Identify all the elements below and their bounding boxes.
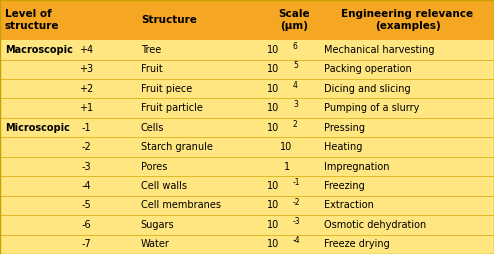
Text: -7: -7 [82, 239, 91, 249]
Bar [0, 137, 494, 157]
Text: Packing operation: Packing operation [324, 64, 412, 74]
Text: 1: 1 [284, 162, 289, 171]
Text: 10: 10 [267, 45, 279, 55]
Text: Impregnation: Impregnation [324, 162, 389, 171]
Text: +2: +2 [80, 84, 93, 94]
Text: Starch granule: Starch granule [141, 142, 212, 152]
Bar [0, 99, 494, 118]
Text: Cells: Cells [141, 123, 164, 133]
Text: Freeze drying: Freeze drying [324, 239, 389, 249]
Bar [0, 234, 494, 254]
Bar [0, 157, 494, 176]
Text: -1: -1 [82, 123, 91, 133]
Bar [0, 60, 494, 79]
Text: Pressing: Pressing [324, 123, 365, 133]
Text: Fruit: Fruit [141, 64, 163, 74]
Text: Fruit piece: Fruit piece [141, 84, 192, 94]
Bar [0, 40, 494, 60]
Text: Dicing and slicing: Dicing and slicing [324, 84, 410, 94]
Text: 10: 10 [267, 84, 279, 94]
Text: Microscopic: Microscopic [5, 123, 70, 133]
Text: +3: +3 [80, 64, 93, 74]
Text: Macroscopic: Macroscopic [5, 45, 73, 55]
Bar [0, 176, 494, 196]
Bar [0, 215, 494, 234]
Text: Water: Water [141, 239, 169, 249]
Text: Level of
structure: Level of structure [5, 9, 59, 31]
Text: -4: -4 [82, 181, 91, 191]
Text: 3: 3 [293, 100, 298, 109]
Text: -4: -4 [293, 236, 300, 245]
Bar [0, 79, 494, 99]
Text: Cell membranes: Cell membranes [141, 200, 221, 210]
Text: -6: -6 [82, 220, 91, 230]
Text: Osmotic dehydration: Osmotic dehydration [324, 220, 426, 230]
Text: -3: -3 [293, 217, 300, 226]
Bar [0, 118, 494, 137]
Text: -5: -5 [82, 200, 91, 210]
Text: 10: 10 [267, 220, 279, 230]
Text: Mechanical harvesting: Mechanical harvesting [324, 45, 434, 55]
Text: 10: 10 [267, 239, 279, 249]
Text: Sugars: Sugars [141, 220, 174, 230]
Text: Cell walls: Cell walls [141, 181, 187, 191]
Text: 2: 2 [293, 120, 298, 129]
Text: +4: +4 [80, 45, 93, 55]
Text: Scale
(μm): Scale (μm) [278, 9, 310, 31]
Text: -3: -3 [82, 162, 91, 171]
Text: 10: 10 [267, 200, 279, 210]
Text: Fruit particle: Fruit particle [141, 103, 203, 113]
Text: 6: 6 [293, 42, 298, 51]
Text: 10: 10 [267, 181, 279, 191]
Text: 10: 10 [281, 142, 292, 152]
Text: 10: 10 [267, 64, 279, 74]
Text: Freezing: Freezing [324, 181, 364, 191]
Text: 4: 4 [293, 81, 298, 90]
Text: -2: -2 [293, 198, 300, 207]
Text: +1: +1 [80, 103, 93, 113]
Text: Extraction: Extraction [324, 200, 373, 210]
Text: Heating: Heating [324, 142, 362, 152]
Text: Structure: Structure [141, 15, 197, 25]
Text: 5: 5 [293, 61, 298, 71]
Text: 10: 10 [267, 103, 279, 113]
Text: -2: -2 [82, 142, 91, 152]
Text: 10: 10 [267, 123, 279, 133]
Bar [0, 196, 494, 215]
Text: -1: -1 [293, 178, 300, 187]
Text: Pores: Pores [141, 162, 167, 171]
Text: Engineering relevance
(examples): Engineering relevance (examples) [341, 9, 474, 31]
Bar [0, 0, 494, 40]
Text: Tree: Tree [141, 45, 161, 55]
Text: Pumping of a slurry: Pumping of a slurry [324, 103, 419, 113]
